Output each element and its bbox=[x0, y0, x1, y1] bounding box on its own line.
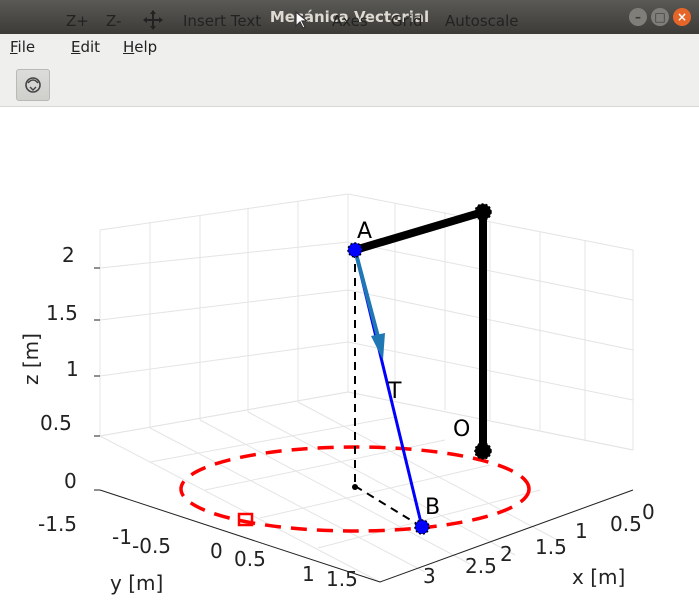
menu-help-mnemonic: H bbox=[123, 38, 135, 56]
y-tick-0: 0 bbox=[210, 539, 223, 563]
rotate-3d-icon bbox=[25, 77, 41, 93]
z-tick-2: 2 bbox=[62, 243, 75, 267]
title-bar: Mecánica Vectorial – □ × bbox=[0, 0, 699, 34]
pan-button[interactable] bbox=[142, 9, 164, 35]
minimize-icon[interactable]: – bbox=[629, 8, 647, 26]
zoom-out-button[interactable]: Z- bbox=[106, 12, 122, 30]
close-icon[interactable]: × bbox=[673, 8, 691, 26]
grid-button[interactable]: Grid bbox=[391, 12, 423, 30]
insert-text-button[interactable]: Insert Text bbox=[183, 12, 262, 30]
select-button[interactable] bbox=[294, 10, 310, 34]
point-top bbox=[474, 203, 492, 221]
x-tick-3: 3 bbox=[423, 564, 436, 588]
cursor-icon bbox=[295, 10, 309, 29]
z-tick-1.5: 1.5 bbox=[46, 301, 78, 325]
z-axis-label: z [m] bbox=[19, 333, 43, 385]
maximize-icon[interactable]: □ bbox=[651, 8, 669, 26]
z-tick-1: 1 bbox=[66, 357, 79, 381]
label-B: B bbox=[425, 495, 440, 520]
rotate-3d-button[interactable] bbox=[16, 69, 50, 101]
circle-marker bbox=[237, 512, 254, 527]
x-tick-0: 0 bbox=[642, 500, 655, 524]
z-tick-0: 0 bbox=[64, 469, 77, 493]
x-tick-1: 1 bbox=[575, 519, 588, 543]
menu-edit-mnemonic: E bbox=[71, 38, 81, 56]
label-A: A bbox=[357, 219, 372, 244]
menu-file[interactable]: File bbox=[10, 38, 35, 56]
y-tick-1: 1 bbox=[302, 562, 315, 586]
x-tick-2: 2 bbox=[500, 542, 513, 566]
axis-lines bbox=[94, 267, 634, 583]
x-tick-2.5: 2.5 bbox=[465, 554, 497, 578]
y-axis-label: y [m] bbox=[110, 571, 163, 595]
y-tick-0.5: 0.5 bbox=[234, 547, 266, 571]
toolbar bbox=[0, 60, 699, 107]
menu-bar: File Edit Help bbox=[0, 34, 699, 60]
back-grid bbox=[99, 193, 634, 583]
label-O: O bbox=[453, 417, 470, 442]
y-tick-neg0.5: -0.5 bbox=[132, 534, 171, 558]
zoom-in-button[interactable]: Z+ bbox=[66, 12, 89, 30]
pan-icon bbox=[143, 10, 163, 30]
point-A bbox=[347, 242, 363, 258]
plot-svg: 2 1.5 1 0.5 0 z [m] -1.5 -1 -0.5 0 0.5 1… bbox=[19, 193, 655, 595]
plot-area[interactable]: 2 1.5 1 0.5 0 z [m] -1.5 -1 -0.5 0 0.5 1… bbox=[0, 107, 699, 603]
x-tick-0.5: 0.5 bbox=[610, 512, 642, 536]
z-tick-0.5: 0.5 bbox=[40, 411, 72, 435]
y-tick-neg1: -1 bbox=[112, 525, 132, 549]
vector-T-arrowhead bbox=[371, 333, 385, 360]
menu-help[interactable]: Help bbox=[123, 38, 157, 56]
menu-file-mnemonic: F bbox=[10, 38, 18, 56]
x-tick-1.5: 1.5 bbox=[535, 535, 567, 559]
projection-point bbox=[352, 484, 358, 490]
axes-button[interactable]: Axes bbox=[332, 12, 368, 30]
x-axis-label: x [m] bbox=[572, 565, 625, 589]
point-O bbox=[474, 442, 492, 460]
menu-help-label: elp bbox=[134, 38, 158, 56]
menu-file-label: ile bbox=[17, 38, 36, 56]
menu-edit-label: dit bbox=[80, 38, 101, 56]
y-tick-neg1.5: -1.5 bbox=[38, 512, 77, 536]
autoscale-button[interactable]: Autoscale bbox=[445, 12, 519, 30]
vector-T bbox=[353, 249, 383, 349]
y-tick-1.5: 1.5 bbox=[326, 567, 358, 591]
point-B bbox=[414, 519, 430, 535]
label-T: T bbox=[387, 379, 402, 404]
menu-edit[interactable]: Edit bbox=[71, 38, 100, 56]
window-title: Mecánica Vectorial bbox=[269, 8, 430, 26]
